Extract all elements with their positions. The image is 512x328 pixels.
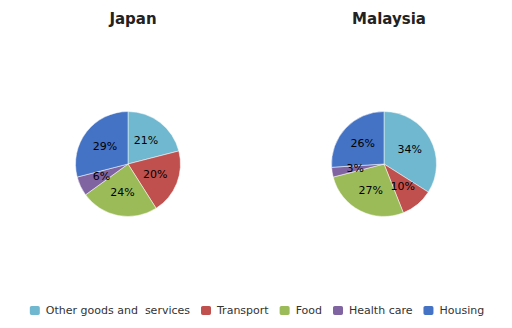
svg-text:Transport: Transport: [216, 304, 269, 317]
svg-text:Other goods and services: Other goods and services: [46, 304, 190, 317]
svg-text:6%: 6%: [93, 170, 110, 183]
svg-text:10%: 10%: [390, 180, 414, 193]
svg-text:Food: Food: [296, 304, 322, 317]
svg-text:21%: 21%: [134, 134, 158, 147]
svg-text:26%: 26%: [350, 137, 374, 150]
svg-text:24%: 24%: [110, 186, 134, 199]
svg-text:Health care: Health care: [349, 304, 413, 317]
svg-text:34%: 34%: [397, 143, 421, 156]
svg-text:3%: 3%: [346, 162, 363, 175]
svg-text:Malaysia: Malaysia: [352, 10, 426, 28]
svg-text:27%: 27%: [358, 184, 382, 197]
svg-text:Japan: Japan: [108, 10, 156, 28]
svg-text:20%: 20%: [143, 168, 167, 181]
svg-text:Housing: Housing: [439, 304, 484, 317]
svg-text:29%: 29%: [93, 140, 117, 153]
